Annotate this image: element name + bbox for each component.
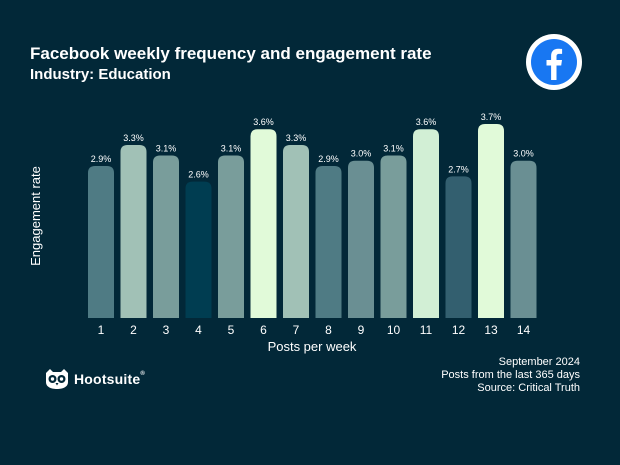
bar — [315, 165, 342, 318]
x-tick-label: 3 — [163, 323, 170, 337]
data-label: 3.6% — [416, 117, 437, 127]
x-tick-label: 5 — [228, 323, 235, 337]
bar — [348, 160, 374, 318]
data-label: 2.9% — [318, 154, 339, 164]
facebook-icon — [526, 34, 582, 90]
bar — [250, 129, 277, 318]
data-label: 3.1% — [156, 143, 177, 153]
bar — [478, 124, 504, 318]
x-tick-label: 2 — [130, 323, 137, 337]
bar — [283, 144, 309, 318]
owl-logo-icon — [46, 369, 68, 389]
bar — [445, 176, 472, 318]
bar — [510, 160, 537, 318]
brand-logo: Hootsuite® — [44, 368, 145, 390]
note-period: Posts from the last 365 days — [441, 369, 580, 381]
x-tick-label: 4 — [195, 323, 202, 337]
bar — [380, 155, 407, 318]
data-label: 2.9% — [91, 154, 112, 164]
bar — [218, 155, 244, 318]
x-tick-label: 10 — [387, 323, 401, 337]
data-label: 3.3% — [123, 133, 144, 143]
x-tick-label: 6 — [260, 323, 267, 337]
data-label: 2.7% — [448, 164, 469, 174]
data-label: 3.7% — [481, 112, 502, 122]
bar — [88, 165, 114, 318]
bar — [413, 129, 439, 318]
chart-title: Facebook weekly frequency and engagement… — [30, 44, 432, 63]
note-source: Source: Critical Truth — [477, 382, 580, 394]
x-tick-label: 7 — [293, 323, 300, 337]
x-axis-label: Posts per week — [268, 339, 357, 354]
data-label: 3.0% — [351, 149, 372, 159]
x-tick-label: 1 — [98, 323, 105, 337]
chart-notes: September 2024 Posts from the last 365 d… — [441, 356, 580, 395]
x-tick-label: 13 — [484, 323, 498, 337]
data-label: 3.3% — [286, 133, 307, 143]
bar — [185, 181, 212, 318]
x-tick-label: 12 — [452, 323, 466, 337]
note-date: September 2024 — [498, 356, 580, 368]
brand-name: Hootsuite — [74, 371, 141, 387]
x-tick-label: 11 — [420, 323, 433, 337]
data-label: 3.6% — [253, 117, 274, 127]
x-tick-label: 8 — [325, 323, 332, 337]
y-axis-label: Engagement rate — [28, 166, 43, 266]
data-label: 3.0% — [513, 149, 534, 159]
data-label: 3.1% — [383, 143, 404, 153]
chart-subtitle: Industry: Education — [30, 66, 171, 83]
bar — [120, 144, 147, 318]
brand-registered-mark: ® — [140, 371, 145, 377]
data-label: 2.6% — [188, 170, 209, 180]
x-tick-label: 9 — [358, 323, 365, 337]
x-tick-label: 14 — [517, 323, 531, 337]
data-label: 3.1% — [221, 143, 242, 153]
bar — [153, 155, 179, 318]
